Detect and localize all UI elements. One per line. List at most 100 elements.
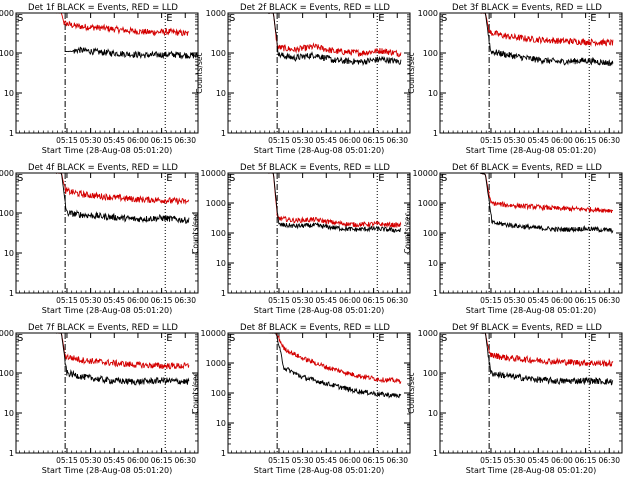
- events-series-line: [65, 46, 198, 60]
- lld-series-line: [56, 333, 190, 370]
- events-series-line: [55, 173, 190, 224]
- x-axis-label: Start Time (28-Aug-08 05:01:20): [466, 306, 597, 315]
- y-tick-label: 10: [216, 419, 226, 428]
- x-tick-label: 06:30: [386, 136, 408, 145]
- y-tick-label: 1: [221, 129, 226, 138]
- lld-series-line: [267, 173, 402, 228]
- x-tick-label: 05:15: [480, 456, 502, 465]
- chart-title: Det 6f BLACK = Events, RED = LLD: [452, 163, 602, 173]
- y-axis-label: Counts/sec: [195, 52, 204, 93]
- x-tick-label: 05:30: [292, 136, 314, 145]
- y-axis-label: Counts/sec: [191, 372, 200, 413]
- events-series-line: [56, 333, 190, 386]
- x-tick-label: 06:30: [598, 296, 620, 305]
- chart-title: Det 3f BLACK = Events, RED = LLD: [452, 3, 602, 13]
- x-tick-label: 05:30: [292, 456, 314, 465]
- x-tick-label: 06:30: [386, 456, 408, 465]
- y-tick-label: 1: [433, 449, 438, 458]
- x-tick-label: 06:00: [551, 136, 573, 145]
- y-tick-label: 1: [433, 289, 438, 298]
- x-tick-label: 05:15: [480, 296, 502, 305]
- y-axis-label: Counts/sec: [403, 212, 412, 253]
- x-axis-label: Start Time (28-Aug-08 05:01:20): [466, 466, 597, 475]
- x-tick-label: 06:00: [127, 456, 149, 465]
- x-tick-label: 06:15: [363, 296, 385, 305]
- y-tick-label: 1000: [206, 9, 226, 18]
- y-tick-label: 1000: [418, 329, 438, 338]
- plot-frame: [15, 12, 199, 134]
- series-group: [267, 173, 402, 233]
- x-tick-label: 05:30: [504, 296, 526, 305]
- plot-frame: [439, 12, 623, 134]
- x-tick-label: 06:15: [363, 456, 385, 465]
- end-marker-label: E: [166, 173, 172, 184]
- chart-panel-3: Det 3f BLACK = Events, RED = LLD 1 10 100 10…: [407, 3, 623, 155]
- x-tick-label: 06:30: [386, 296, 408, 305]
- events-series-line: [480, 13, 614, 67]
- x-tick-label: 05:15: [56, 296, 78, 305]
- events-series-line: [267, 173, 402, 233]
- y-tick-label: 100: [423, 369, 438, 378]
- end-marker-label: E: [378, 173, 384, 184]
- y-tick-label: 1000: [0, 9, 14, 18]
- x-tick-label: 06:00: [551, 296, 573, 305]
- x-tick-label: 05:30: [80, 456, 102, 465]
- series-group: [56, 333, 190, 386]
- x-tick-label: 05:15: [56, 456, 78, 465]
- y-tick-label: 1000: [418, 199, 438, 208]
- y-tick-label: 10000: [201, 169, 226, 178]
- series-group: [479, 333, 614, 386]
- x-tick-label: 06:00: [339, 136, 361, 145]
- x-tick-label: 06:30: [174, 136, 196, 145]
- x-tick-label: 05:15: [480, 136, 502, 145]
- chart-panel-9: Det 9f BLACK = Events, RED = LLD 1 10 100 10…: [407, 323, 623, 475]
- y-tick-label: 100: [0, 369, 14, 378]
- x-tick-label: 06:30: [174, 456, 196, 465]
- x-tick-label: 05:45: [103, 136, 125, 145]
- y-tick-label: 10: [4, 249, 14, 258]
- lld-series-line: [267, 333, 402, 384]
- y-tick-label: 10: [216, 89, 226, 98]
- lld-series-line: [267, 13, 402, 58]
- x-tick-label: 05:15: [268, 456, 290, 465]
- y-tick-label: 100: [211, 229, 226, 238]
- x-tick-label: 06:15: [151, 456, 173, 465]
- y-tick-label: 10: [428, 89, 438, 98]
- chart-panel-4: Det 4f BLACK = Events, RED = LLD 1 10 100 10…: [0, 163, 199, 315]
- y-tick-label: 1000: [0, 169, 14, 178]
- y-tick-label: 100: [423, 229, 438, 238]
- y-tick-label: 10000: [413, 169, 438, 178]
- x-axis-label: Start Time (28-Aug-08 05:01:20): [254, 146, 385, 155]
- end-marker-label: E: [590, 13, 596, 24]
- x-axis-label: Start Time (28-Aug-08 05:01:20): [42, 306, 173, 315]
- x-tick-label: 06:15: [363, 136, 385, 145]
- y-axis-label: Counts/sec: [407, 52, 416, 93]
- chart-panel-8: Det 8f BLACK = Events, RED = LLD 1 10 100 10…: [191, 323, 411, 475]
- plot-frame: [15, 332, 199, 454]
- chart-title: Det 9f BLACK = Events, RED = LLD: [452, 323, 602, 333]
- start-marker-label: S: [229, 333, 235, 344]
- events-series-line: [479, 333, 614, 386]
- chart-title: Det 1f BLACK = Events, RED = LLD: [28, 3, 178, 13]
- x-tick-label: 06:30: [174, 296, 196, 305]
- start-marker-label: S: [17, 333, 23, 344]
- y-tick-label: 10: [4, 89, 14, 98]
- y-tick-label: 1: [9, 449, 14, 458]
- start-marker-label: S: [441, 173, 447, 184]
- end-marker-label: E: [378, 13, 384, 24]
- chart-title: Det 8f BLACK = Events, RED = LLD: [240, 323, 390, 333]
- y-tick-label: 10: [216, 259, 226, 268]
- x-tick-label: 05:45: [527, 136, 549, 145]
- chart-panel-6: Det 6f BLACK = Events, RED = LLD 1 10 100 10…: [403, 163, 623, 315]
- series-group: [55, 13, 198, 60]
- x-tick-label: 05:45: [527, 296, 549, 305]
- events-series-line: [268, 13, 402, 67]
- lld-series-line: [480, 333, 614, 367]
- y-tick-label: 1: [221, 449, 226, 458]
- y-tick-label: 1: [9, 129, 14, 138]
- start-marker-label: S: [441, 13, 447, 24]
- series-group: [267, 333, 402, 399]
- x-tick-label: 06:30: [598, 136, 620, 145]
- series-group: [55, 173, 190, 224]
- x-tick-label: 06:15: [151, 136, 173, 145]
